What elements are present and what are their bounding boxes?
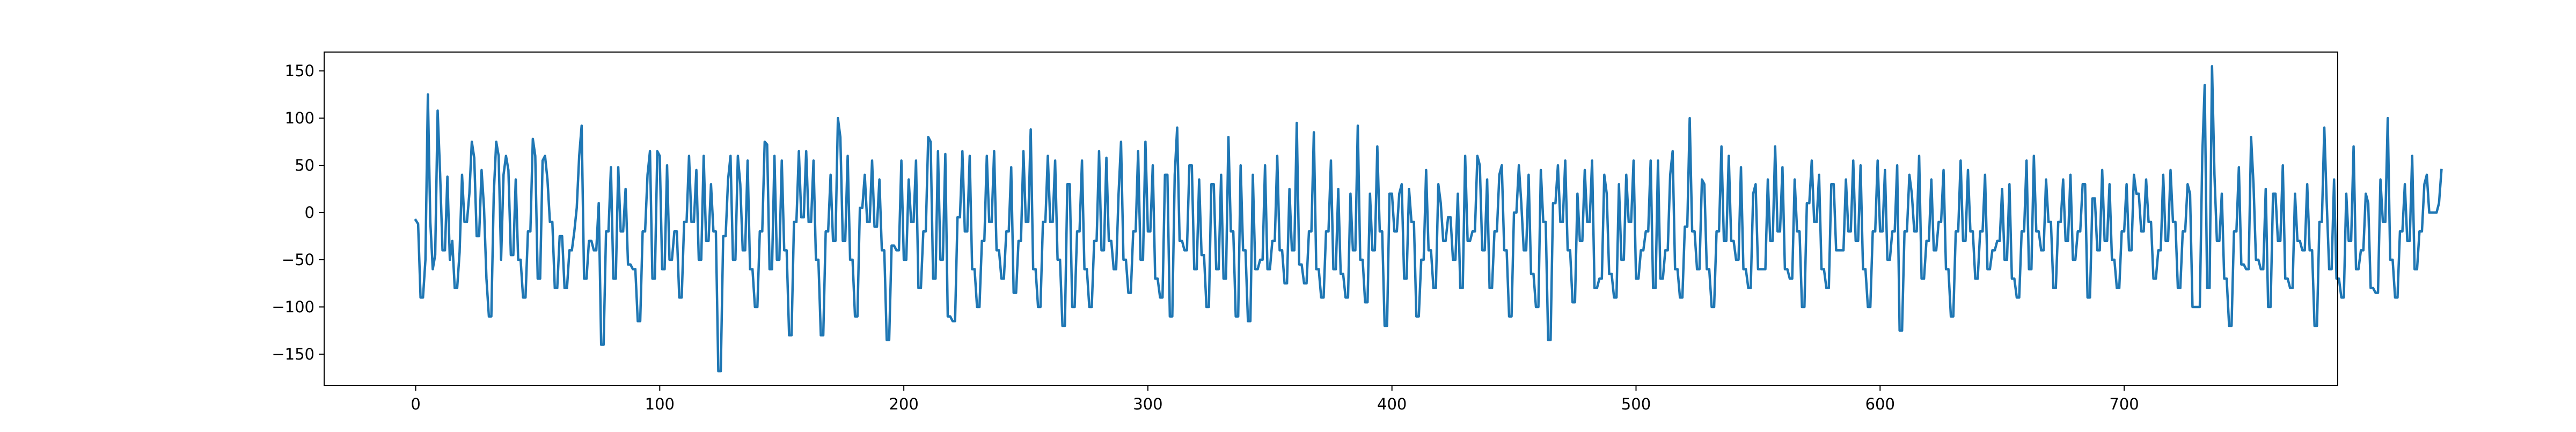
x-tick-label: 0 bbox=[411, 395, 420, 413]
x-tick-label: 600 bbox=[1865, 395, 1895, 413]
y-tick-label: −100 bbox=[272, 298, 314, 316]
y-tick-label: 150 bbox=[285, 62, 314, 80]
x-tick-label: 200 bbox=[889, 395, 918, 413]
y-tick-label: −50 bbox=[282, 251, 314, 269]
y-tick-label: 50 bbox=[295, 156, 314, 174]
y-tick-label: 100 bbox=[285, 109, 314, 127]
x-tick-label: 100 bbox=[645, 395, 675, 413]
x-tick-label: 500 bbox=[1621, 395, 1651, 413]
y-axis: −150 −100 −50 0 50 100 150 bbox=[272, 62, 324, 363]
y-tick-label: 0 bbox=[305, 203, 314, 222]
plot-frame bbox=[324, 52, 2338, 386]
x-tick-label: 400 bbox=[1377, 395, 1407, 413]
x-tick-label: 300 bbox=[1133, 395, 1162, 413]
y-tick-label: −150 bbox=[272, 345, 314, 363]
x-tick-label: 700 bbox=[2109, 395, 2139, 413]
x-axis: 0 100 200 300 400 500 600 700 bbox=[411, 385, 2139, 413]
series-layer bbox=[414, 65, 2443, 372]
series-line-0 bbox=[414, 65, 2443, 372]
